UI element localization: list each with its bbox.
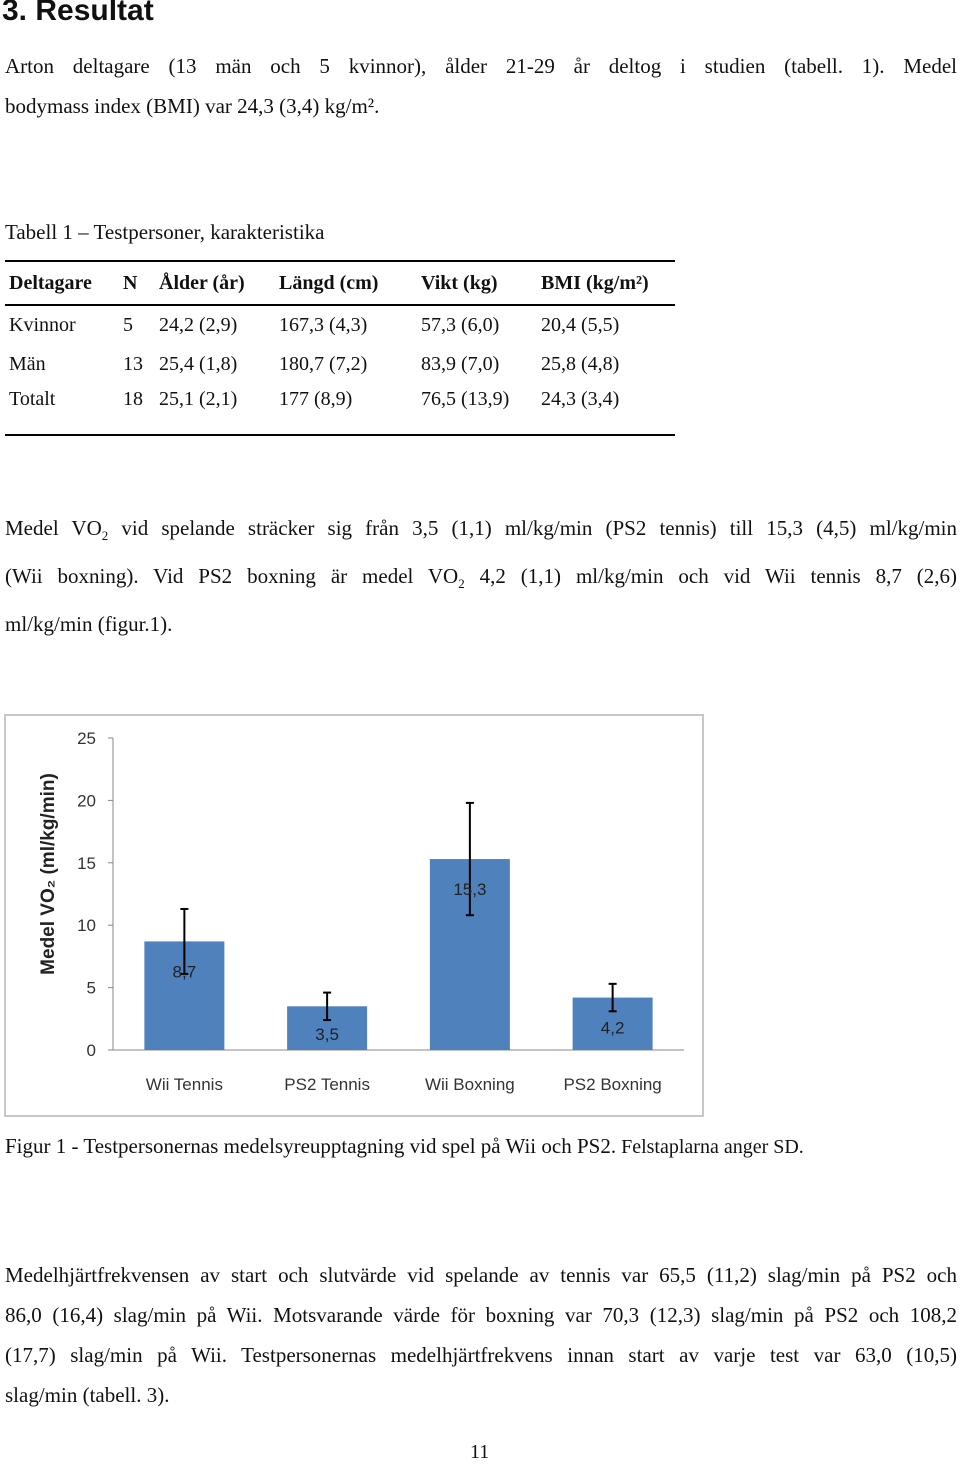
x-tick-label: Wii Tennis [146,1075,223,1094]
table-cell: 25,1 (2,1) [155,384,275,436]
table-cell: 177 (8,9) [275,384,417,436]
y-tick-label: 15 [77,854,96,873]
figure-caption-main: Figur 1 - Testpersonernas medelsyreuppta… [5,1134,617,1158]
y-tick-label: 20 [77,791,96,810]
table-cell: 25,4 (1,8) [159,353,238,375]
col-header-alder: Ålder (år) [155,260,275,306]
data-label: 3,5 [315,1025,339,1044]
table-cell: 25,8 (4,8) [541,353,620,375]
hr-line-1: Medelhjärtfrekvensen av start och slutvä… [5,1263,957,1287]
table-cell: Män [9,353,46,375]
table-cell: 180,7 (7,2) [279,353,368,375]
col-header-bmi: BMI (kg/m²) [537,260,675,306]
hr-line-3: (17,7) slag/min på Wii. Testpersonernas … [5,1343,957,1367]
table-row: Kvinnor 5 24,2 (2,9) 167,3 (4,3) 57,3 (6… [5,305,675,345]
col-header-langd: Längd (cm) [275,260,417,306]
intro-line-2: bodymass index (BMI) var 24,3 (3,4) kg/m… [5,94,380,118]
section-heading: 3. Resultat [2,0,154,27]
y-tick-label: 0 [87,1041,96,1060]
vo2-bar-chart: 0 5 10 15 20 25 Medel VO₂ (ml/kg/min) 8,7 Wii Te… [38,729,684,1094]
hr-line-2: 86,0 (16,4) slag/min på Wii. Motsvarande… [5,1303,957,1327]
intro-paragraph: Arton deltagare (13 män och 5 kvinnor), … [5,46,957,126]
vo2-text: Medel VO [5,516,102,540]
page-number: 11 [470,1441,490,1463]
table-row: Totalt 18 25,1 (2,1) 177 (8,9) 76,5 (13,… [5,384,675,436]
table-header-row: Deltagare N Ålder (år) Längd (cm) Vikt (… [5,260,675,306]
data-label: 8,7 [173,962,197,981]
table-cell: 24,3 (3,4) [537,384,675,436]
y-tick-label: 5 [87,979,96,998]
col-header-n: N [119,260,155,306]
x-tick-label: PS2 Tennis [284,1075,370,1094]
y-tick-label: 10 [77,916,96,935]
intro-line-1: Arton deltagare (13 män och 5 kvinnor), … [5,54,957,78]
col-header-vikt: Vikt (kg) [417,260,537,306]
table-cell: 167,3 (4,3) [279,314,368,336]
table-cell: 76,5 (13,9) [417,384,537,436]
vo2-line-1: Medel VO2 vid spelande sträcker sig från… [5,508,957,556]
table-cell: Totalt [5,384,119,436]
table-cell: 13 [123,353,143,375]
x-tick-label: Wii Boxning [425,1075,515,1094]
table-cell: 18 [119,384,155,436]
table-cell: 57,3 (6,0) [421,314,500,336]
table-caption: Tabell 1 – Testpersoner, karakteristika [5,220,325,244]
data-label: 4,2 [601,1019,625,1038]
data-label: 15,3 [453,880,486,899]
table-cell: Kvinnor [9,314,76,336]
heart-rate-paragraph: Medelhjärtfrekvensen av start och slutvä… [5,1255,957,1415]
x-tick-label: PS2 Boxning [563,1075,661,1094]
y-tick-label: 25 [77,729,96,748]
vo2-line-2: (Wii boxning). Vid PS2 boxning är medel … [5,556,957,604]
table-cell: 24,2 (2,9) [159,314,238,336]
vo2-text: (Wii boxning). Vid PS2 boxning är medel … [5,564,459,589]
participants-table: Deltagare N Ålder (år) Längd (cm) Vikt (… [5,260,675,436]
vo2-subscript: 2 [458,576,465,592]
vo2-subscript: 2 [101,528,109,544]
vo2-line-3: ml/kg/min (figur.1). [5,612,173,637]
table-cell: 5 [123,314,133,336]
table-cell: 83,9 (7,0) [421,353,500,375]
y-axis-label: Medel VO₂ (ml/kg/min) [38,773,59,975]
vo2-text: vid spelande sträcker sig från 3,5 (1,1)… [108,516,957,540]
table-row: Män 13 25,4 (1,8) 180,7 (7,2) 83,9 (7,0)… [5,345,675,384]
hr-line-4: slag/min (tabell. 3). [5,1383,170,1407]
table-cell: 20,4 (5,5) [541,314,620,336]
figure-caption-note: Felstaplarna anger SD. [616,1136,804,1158]
figure-caption: Figur 1 - Testpersonernas medelsyreuppta… [5,1134,804,1159]
vo2-paragraph: Medel VO2 vid spelande sträcker sig från… [5,508,957,644]
vo2-chart-frame: 0 5 10 15 20 25 Medel VO₂ (ml/kg/min) 8,7 Wii Te… [4,714,704,1117]
col-header-deltagare: Deltagare [5,260,119,306]
vo2-text: 4,2 (1,1) ml/kg/min och vid Wii tennis 8… [464,564,957,589]
